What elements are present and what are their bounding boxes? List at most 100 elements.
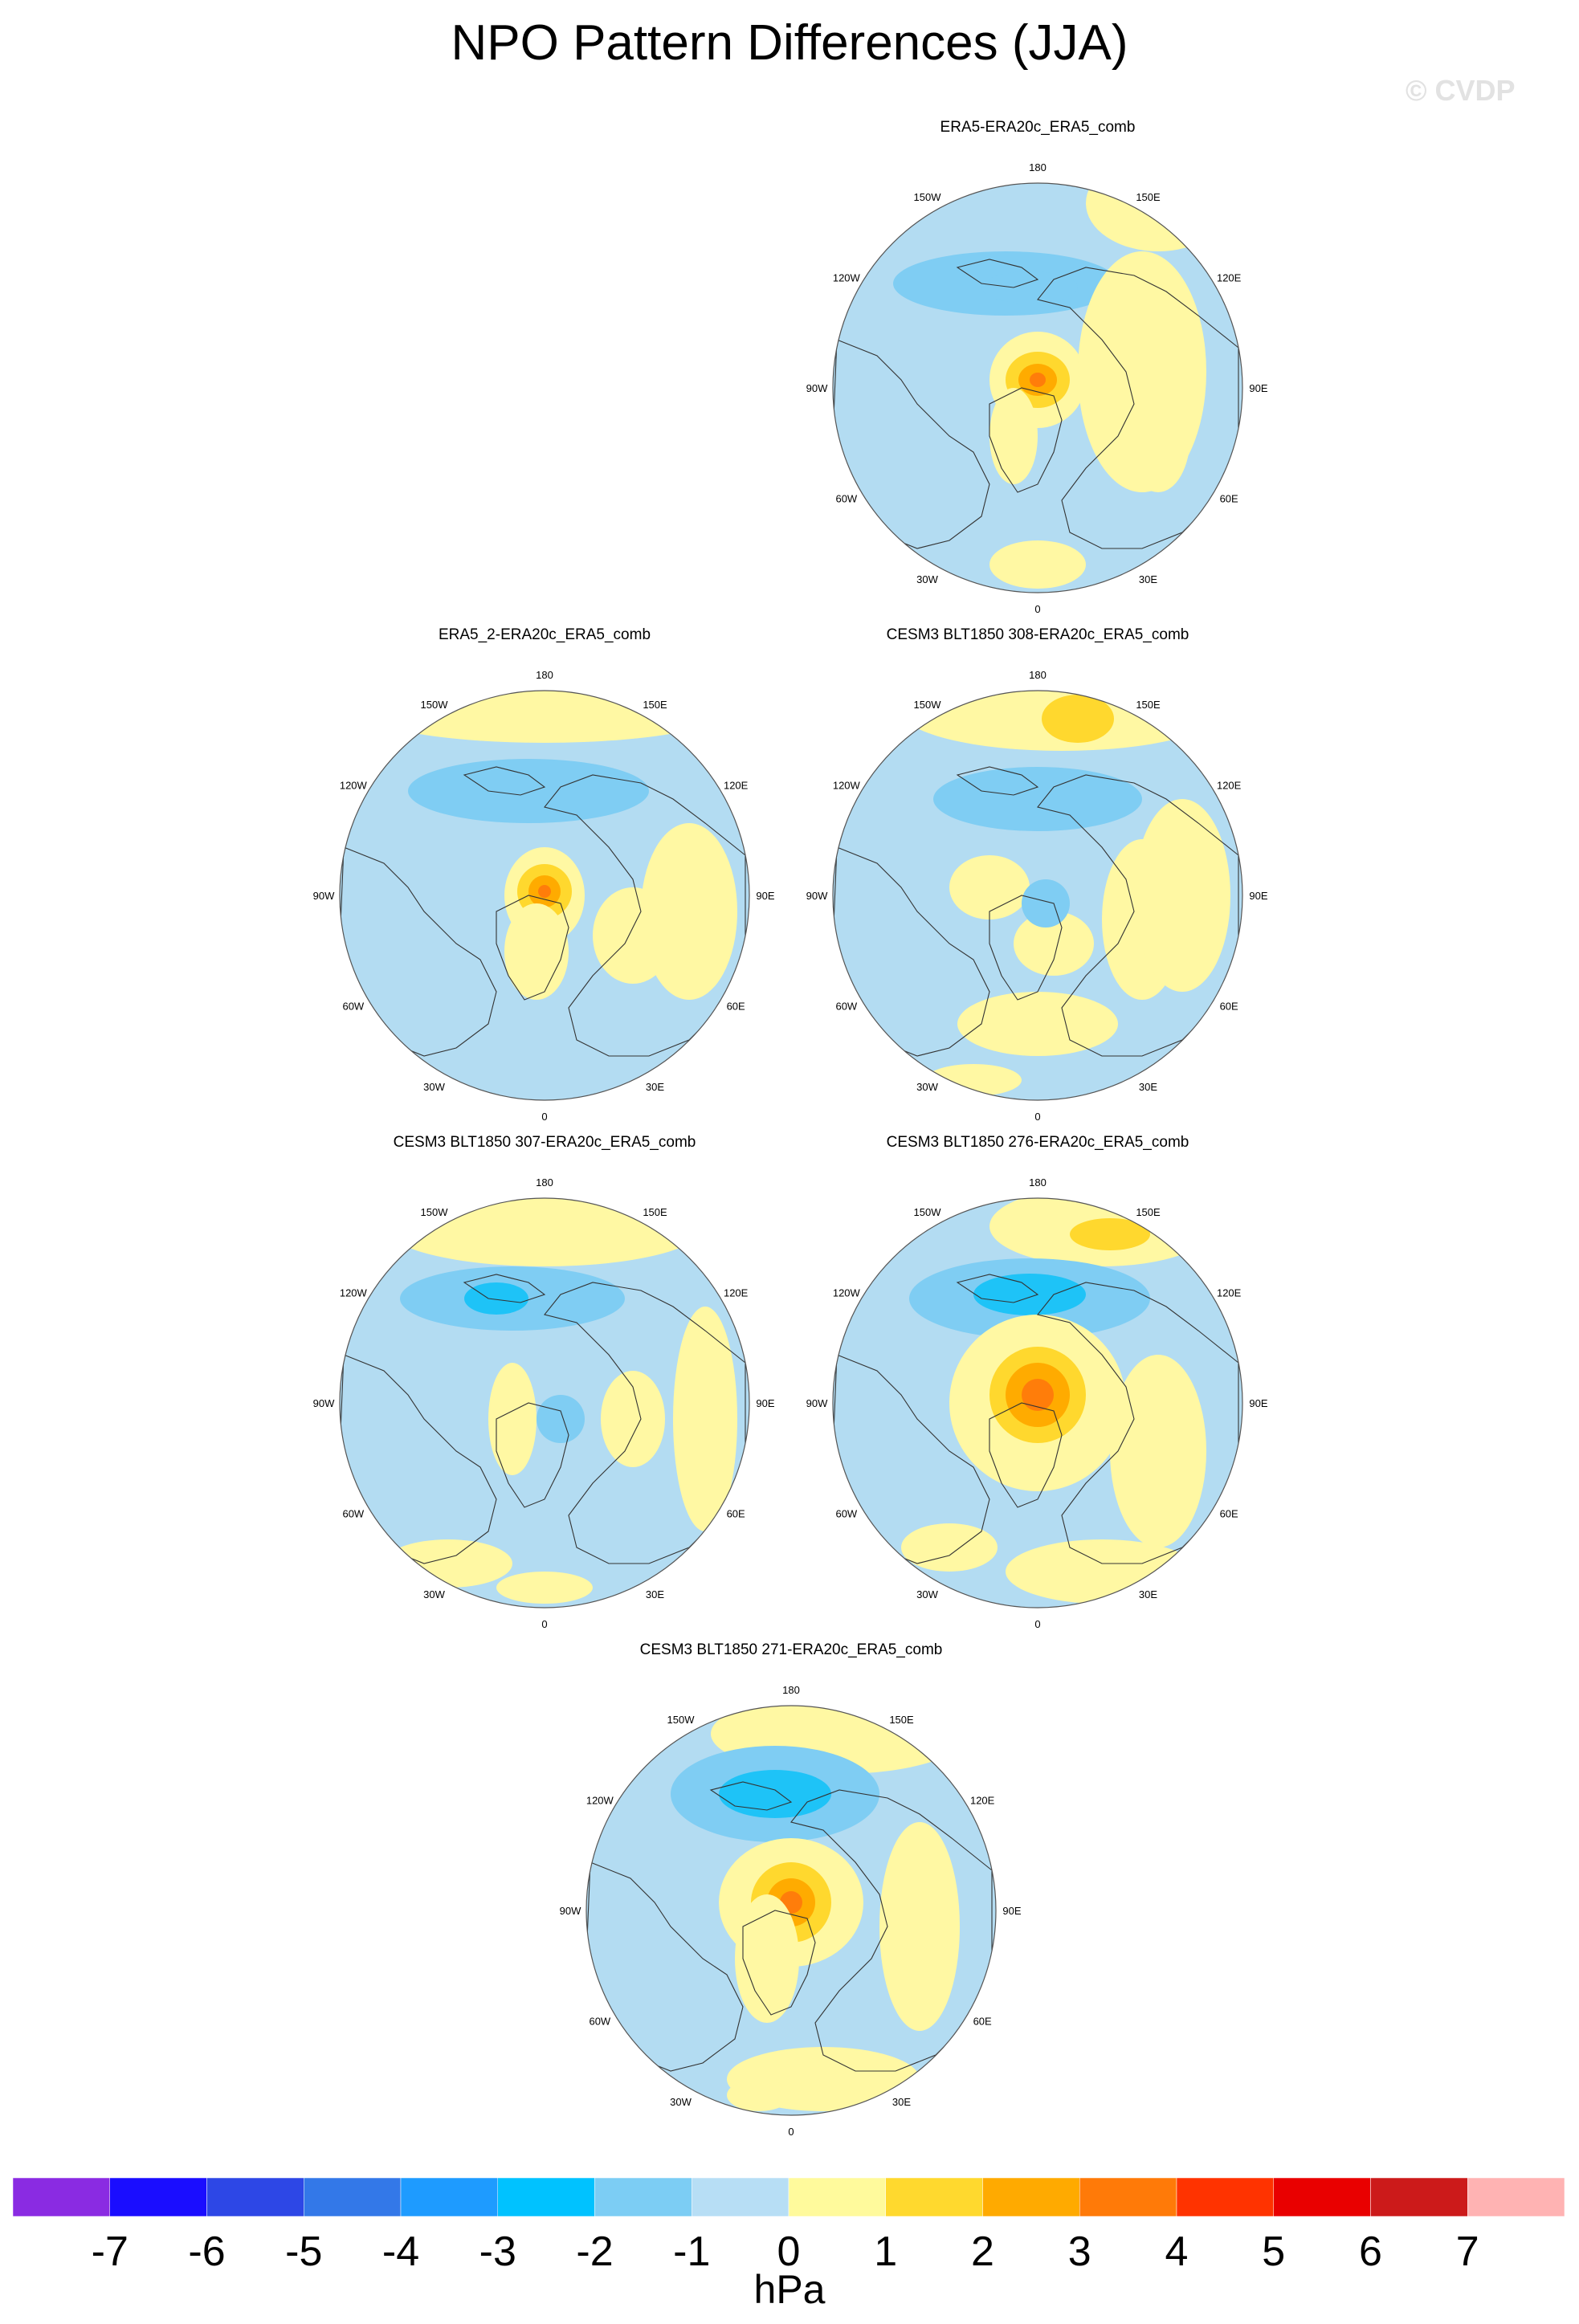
lon-tick-label: 90W [806, 1397, 828, 1409]
lon-tick-label: 90E [1249, 890, 1267, 902]
lon-tick-label: 120W [833, 1287, 861, 1299]
anomaly-contour [344, 691, 745, 743]
lon-tick-label: 150E [889, 1714, 914, 1726]
map-panel-cesm3-307: CESM3 BLT1850 307-ERA20c_ERA5_comb 180 15… [296, 1134, 794, 1632]
lon-tick-label: 90W [313, 1397, 335, 1409]
lon-tick-label: 30E [646, 1081, 664, 1093]
lon-tick-label: 0 [1034, 1111, 1040, 1123]
lon-tick-label: 90E [1249, 382, 1267, 394]
coastline [463, 766, 546, 796]
colorbar-tick-label: -3 [479, 2228, 516, 2275]
page-title: NPO Pattern Differences (JJA) [451, 15, 1128, 71]
colorbar-swatch [1273, 2178, 1371, 2216]
map-panel-era5: ERA5-ERA20c_ERA5_comb 180 150E 120E 90E 60E 3… [789, 119, 1287, 617]
lon-tick-label: 90E [756, 1397, 774, 1409]
lon-tick-label: 30W [423, 1081, 445, 1093]
polar-map: 180 150E 120E 90E 60E 30E 0 30W 60W 90W 120W 150W [560, 1684, 1022, 2138]
lon-tick-label: 150E [1136, 191, 1161, 203]
anomaly-contour [496, 1572, 593, 1604]
anomaly-contour [957, 992, 1118, 1056]
lon-tick-label: 0 [541, 1111, 547, 1123]
coastline [956, 259, 1039, 288]
map-panel-era5-2: ERA5_2-ERA20c_ERA5_comb 180 150E 120E 90E 60… [296, 626, 794, 1124]
coastline [989, 387, 1063, 493]
lon-tick-label: 60W [835, 1508, 857, 1520]
colorbar-swatch [1079, 2178, 1177, 2216]
anomaly-contour [973, 1274, 1086, 1315]
lon-tick-label: 30E [646, 1588, 664, 1600]
colorbar-swatch [497, 2178, 595, 2216]
anomaly-contour [538, 885, 551, 898]
colorbar-tick-label: 3 [1067, 2228, 1091, 2275]
panel-title: ERA5_2-ERA20c_ERA5_comb [438, 626, 651, 643]
anomaly-contour [1086, 183, 1230, 251]
lon-tick-label: 150E [1136, 699, 1161, 711]
lon-tick-label: 60E [973, 2016, 992, 2028]
anomaly-contour [925, 1064, 1022, 1096]
colorbar-swatch [13, 2178, 110, 2216]
anomaly-contour [641, 823, 737, 1000]
coastline [989, 1402, 1063, 1508]
anomaly-contour [1022, 1379, 1054, 1411]
lon-tick-label: 150W [667, 1714, 696, 1726]
colorbar-tick-label: -6 [188, 2228, 226, 2275]
coastline [1037, 267, 1239, 549]
map-border [832, 690, 1243, 1101]
colorbar-swatch [594, 2178, 692, 2216]
colorbar-swatch [109, 2178, 207, 2216]
anomaly-contour [989, 388, 1038, 484]
lon-tick-label: 90E [1002, 1905, 1021, 1917]
lon-tick-label: 30W [916, 1588, 938, 1600]
lon-tick-label: 120E [1217, 780, 1242, 792]
lon-tick-label: 60E [1220, 1508, 1238, 1520]
coastline [1037, 1282, 1239, 1564]
lon-tick-label: 180 [1029, 669, 1047, 681]
anomaly-contour [1110, 1355, 1206, 1547]
colorbar-swatch [982, 2178, 1080, 2216]
colorbar-tick-label: 5 [1262, 2228, 1286, 2275]
lon-tick-label: 60W [342, 1508, 364, 1520]
lon-tick-label: 90W [560, 1905, 581, 1917]
colorbar-tick-label: 4 [1165, 2228, 1189, 2275]
lon-tick-label: 150W [914, 1206, 942, 1218]
colorbar-tick-label: -4 [381, 2228, 420, 2275]
colorbar-swatch [885, 2178, 983, 2216]
lon-tick-label: 30W [916, 573, 938, 585]
lon-tick-label: 30W [670, 2096, 692, 2108]
lon-tick-label: 120E [724, 1287, 749, 1299]
lon-tick-label: 120W [340, 780, 368, 792]
map-panel-cesm3-276: CESM3 BLT1850 276-ERA20c_ERA5_comb 180 15… [789, 1134, 1287, 1632]
panel-title: CESM3 BLT1850 276-ERA20c_ERA5_comb [886, 1134, 1189, 1151]
anomaly-contour [1030, 373, 1046, 387]
polar-map: 180 150E 120E 90E 60E 30E 0 30W 60W 90W 120W 150W [313, 669, 775, 1123]
panel-title: CESM3 BLT1850 308-ERA20c_ERA5_comb [886, 626, 1189, 643]
lon-tick-label: 90E [1249, 1397, 1267, 1409]
colorbar-tick-label: 1 [874, 2228, 898, 2275]
lon-tick-label: 180 [536, 1176, 553, 1189]
lon-tick-label: 30E [1139, 1588, 1157, 1600]
lon-tick-label: 180 [1029, 161, 1047, 173]
anomaly-contour [1014, 911, 1094, 976]
coastline [463, 1274, 546, 1303]
lon-tick-label: 150W [914, 699, 942, 711]
lon-tick-label: 0 [788, 2126, 794, 2138]
watermark: © CVDP [1406, 74, 1516, 107]
polar-map: 180 150E 120E 90E 60E 30E 0 30W 60W 90W 120W 150W [806, 669, 1268, 1123]
coastline [956, 766, 1039, 796]
lon-tick-label: 120E [970, 1795, 995, 1807]
lon-tick-label: 180 [1029, 1176, 1047, 1189]
lon-tick-label: 60E [1220, 1001, 1238, 1013]
lon-tick-label: 150E [643, 699, 667, 711]
lon-tick-label: 60E [727, 1001, 745, 1013]
anomaly-contour [601, 1371, 665, 1467]
coastline [544, 774, 746, 1057]
lon-tick-label: 30E [1139, 573, 1157, 585]
panel-title: ERA5-ERA20c_ERA5_comb [940, 119, 1136, 136]
colorbar-tick-label: 2 [971, 2228, 994, 2275]
anomaly-contour [384, 1539, 512, 1588]
map-border [585, 1705, 997, 2116]
map-border [832, 1197, 1243, 1608]
anomaly-contour [1134, 799, 1230, 992]
coastline [790, 1789, 993, 2072]
coastline [544, 1282, 746, 1564]
